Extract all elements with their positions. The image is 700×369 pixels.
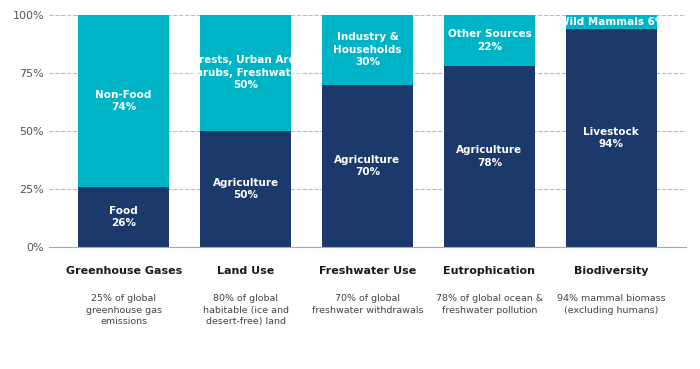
Text: Industry &
Households
30%: Industry & Households 30%	[333, 32, 402, 67]
Bar	[200, 15, 291, 131]
Bar	[200, 131, 291, 247]
Text: Eutrophication: Eutrophication	[443, 266, 536, 276]
Text: Biodiversity: Biodiversity	[574, 266, 649, 276]
Text: 70% of global
freshwater withdrawals: 70% of global freshwater withdrawals	[312, 294, 424, 314]
Text: 80% of global
habitable (ice and
desert-free) land: 80% of global habitable (ice and desert-…	[202, 294, 288, 326]
Text: Land Use: Land Use	[217, 266, 274, 276]
Text: Agriculture
70%: Agriculture 70%	[335, 155, 400, 177]
Text: Food
26%: Food 26%	[109, 206, 138, 228]
Bar	[78, 187, 169, 247]
Bar	[78, 15, 169, 187]
Text: Livestock
94%: Livestock 94%	[584, 127, 639, 149]
Text: 25% of global
greenhouse gas
emissions: 25% of global greenhouse gas emissions	[85, 294, 162, 326]
Text: Wild Mammals 6%: Wild Mammals 6%	[558, 17, 665, 27]
Text: Agriculture
78%: Agriculture 78%	[456, 145, 522, 168]
Text: Greenhouse Gases: Greenhouse Gases	[66, 266, 182, 276]
Bar	[566, 15, 657, 29]
Text: Agriculture
50%: Agriculture 50%	[213, 178, 279, 200]
Text: Other Sources
22%: Other Sources 22%	[447, 29, 531, 52]
Text: 94% mammal biomass
(excluding humans): 94% mammal biomass (excluding humans)	[557, 294, 666, 314]
Bar	[444, 15, 535, 66]
Text: Forests, Urban Area,
Shrubs, Freshwater
50%: Forests, Urban Area, Shrubs, Freshwater …	[185, 55, 307, 90]
Text: Freshwater Use: Freshwater Use	[319, 266, 416, 276]
Bar	[322, 15, 413, 85]
Bar	[444, 66, 535, 247]
Bar	[322, 85, 413, 247]
Text: Non-Food
74%: Non-Food 74%	[95, 90, 152, 112]
Bar	[566, 29, 657, 247]
Text: 78% of global ocean &
freshwater pollution: 78% of global ocean & freshwater polluti…	[436, 294, 543, 314]
